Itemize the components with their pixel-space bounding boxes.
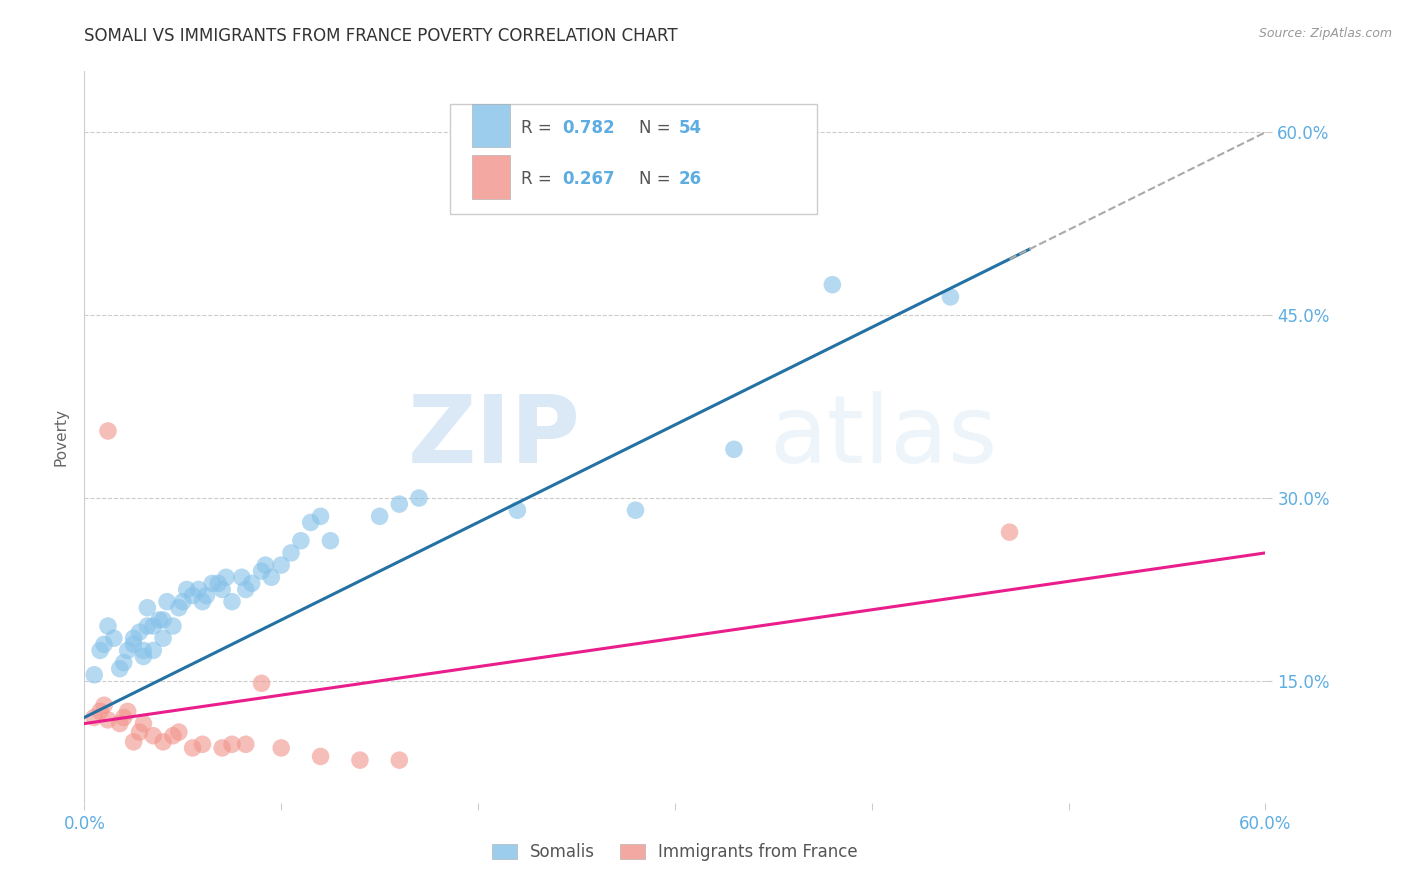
Point bbox=[368, 509, 391, 524]
Point bbox=[83, 667, 105, 681]
Point bbox=[191, 737, 214, 751]
FancyBboxPatch shape bbox=[472, 104, 509, 147]
Point bbox=[97, 619, 120, 633]
Point bbox=[117, 705, 139, 719]
Point bbox=[97, 424, 120, 438]
FancyBboxPatch shape bbox=[450, 104, 817, 214]
Point bbox=[176, 582, 198, 597]
Text: R =: R = bbox=[522, 119, 557, 136]
Text: Source: ZipAtlas.com: Source: ZipAtlas.com bbox=[1258, 27, 1392, 40]
Point bbox=[240, 576, 263, 591]
Point bbox=[280, 546, 302, 560]
Point bbox=[254, 558, 277, 573]
Point bbox=[250, 676, 273, 690]
Legend: Somalis, Immigrants from France: Somalis, Immigrants from France bbox=[485, 837, 865, 868]
Point bbox=[290, 533, 312, 548]
Point bbox=[108, 662, 131, 676]
Point bbox=[191, 594, 214, 608]
Point bbox=[112, 710, 135, 724]
Point bbox=[162, 619, 184, 633]
Text: N =: N = bbox=[640, 169, 676, 188]
Point bbox=[181, 740, 204, 755]
Point bbox=[309, 509, 332, 524]
Point bbox=[235, 737, 257, 751]
Point bbox=[270, 558, 292, 573]
Point bbox=[723, 442, 745, 457]
Point bbox=[122, 637, 145, 651]
Point bbox=[128, 625, 150, 640]
Point bbox=[201, 576, 224, 591]
Point bbox=[142, 619, 165, 633]
Point bbox=[388, 497, 411, 511]
Point bbox=[172, 594, 194, 608]
Point bbox=[195, 589, 218, 603]
Point bbox=[187, 582, 209, 597]
Point bbox=[162, 729, 184, 743]
Text: N =: N = bbox=[640, 119, 676, 136]
Point bbox=[117, 643, 139, 657]
Point bbox=[211, 740, 233, 755]
Point bbox=[152, 735, 174, 749]
Text: 26: 26 bbox=[679, 169, 702, 188]
Point bbox=[142, 643, 165, 657]
Text: 0.782: 0.782 bbox=[562, 119, 616, 136]
Point bbox=[270, 740, 292, 755]
Point bbox=[142, 729, 165, 743]
Point bbox=[136, 600, 159, 615]
Point bbox=[167, 600, 190, 615]
Point bbox=[181, 589, 204, 603]
Text: 0.267: 0.267 bbox=[562, 169, 616, 188]
Point bbox=[998, 525, 1021, 540]
Point bbox=[136, 619, 159, 633]
Point bbox=[309, 749, 332, 764]
Point bbox=[132, 716, 155, 731]
Text: SOMALI VS IMMIGRANTS FROM FRANCE POVERTY CORRELATION CHART: SOMALI VS IMMIGRANTS FROM FRANCE POVERTY… bbox=[84, 27, 678, 45]
Point bbox=[821, 277, 844, 292]
Point bbox=[122, 632, 145, 646]
Point bbox=[112, 656, 135, 670]
Point bbox=[260, 570, 283, 584]
Point bbox=[152, 632, 174, 646]
Text: ZIP: ZIP bbox=[408, 391, 581, 483]
Point bbox=[83, 710, 105, 724]
Point bbox=[388, 753, 411, 767]
Point bbox=[122, 735, 145, 749]
Point bbox=[207, 576, 229, 591]
Point bbox=[215, 570, 238, 584]
Point bbox=[132, 643, 155, 657]
Point bbox=[408, 491, 430, 505]
Point bbox=[152, 613, 174, 627]
Point bbox=[148, 613, 170, 627]
Point bbox=[349, 753, 371, 767]
Point bbox=[624, 503, 647, 517]
Point bbox=[319, 533, 342, 548]
Point bbox=[506, 503, 529, 517]
Point bbox=[89, 643, 111, 657]
Point bbox=[156, 594, 179, 608]
Point bbox=[235, 582, 257, 597]
Point bbox=[93, 698, 115, 713]
Point bbox=[299, 516, 322, 530]
Point bbox=[221, 737, 243, 751]
Point bbox=[939, 290, 962, 304]
Point bbox=[108, 716, 131, 731]
Text: 54: 54 bbox=[679, 119, 702, 136]
Point bbox=[128, 725, 150, 739]
Point bbox=[221, 594, 243, 608]
Text: atlas: atlas bbox=[769, 391, 998, 483]
Point bbox=[211, 582, 233, 597]
Point bbox=[132, 649, 155, 664]
Point bbox=[167, 725, 190, 739]
Text: R =: R = bbox=[522, 169, 557, 188]
Point bbox=[103, 632, 125, 646]
Point bbox=[250, 564, 273, 578]
Y-axis label: Poverty: Poverty bbox=[53, 408, 69, 467]
Point bbox=[93, 637, 115, 651]
Point bbox=[97, 713, 120, 727]
Point bbox=[89, 705, 111, 719]
Point bbox=[231, 570, 253, 584]
FancyBboxPatch shape bbox=[472, 155, 509, 199]
